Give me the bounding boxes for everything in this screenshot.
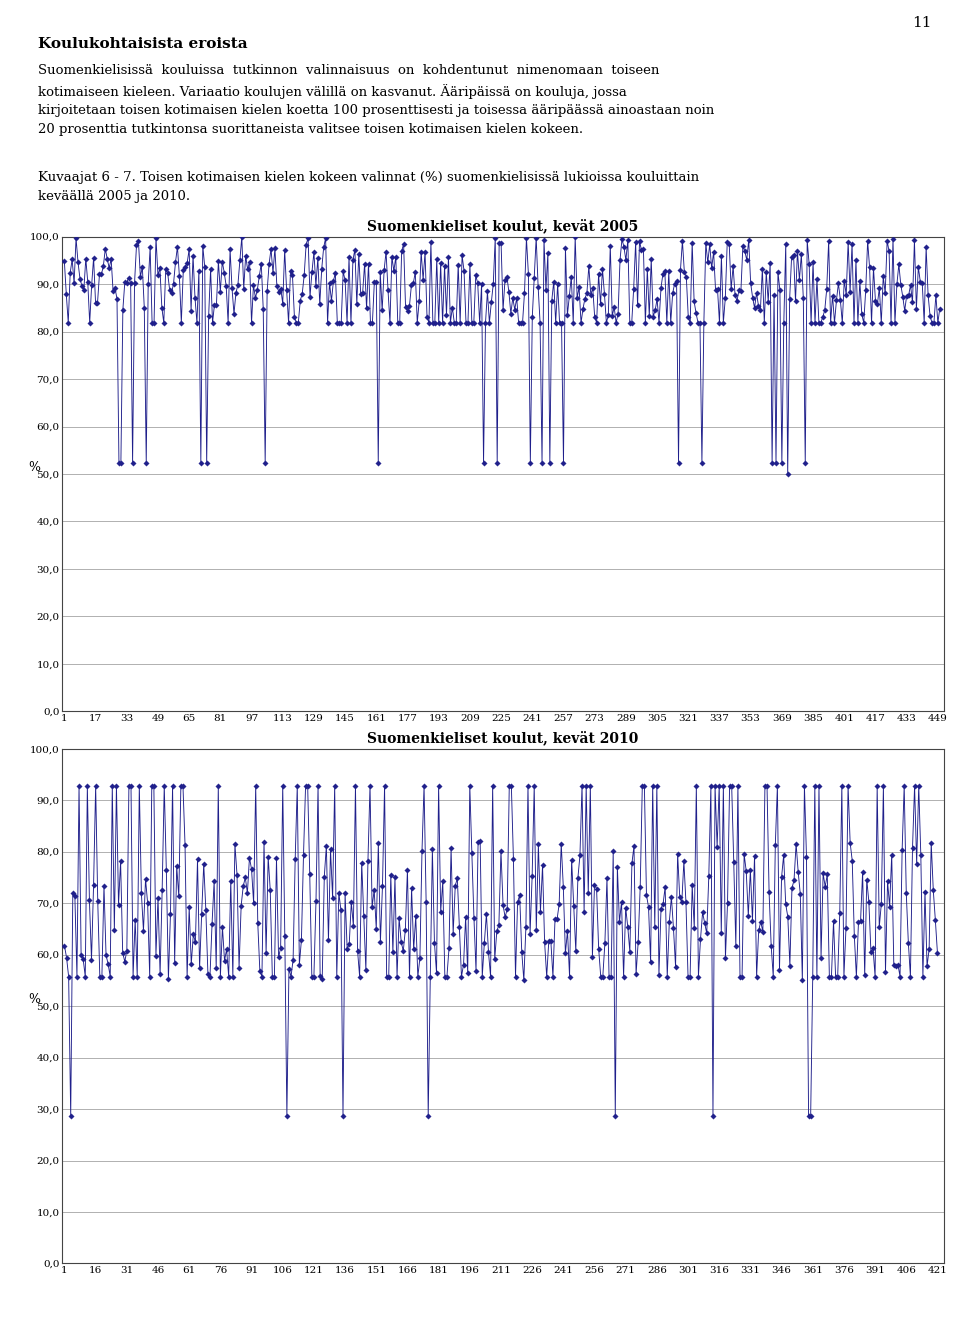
Y-axis label: %: % xyxy=(28,461,40,475)
Title: Suomenkieliset koulut, kevät 2010: Suomenkieliset koulut, kevät 2010 xyxy=(368,730,638,745)
Title: Suomenkieliset koulut, kevät 2005: Suomenkieliset koulut, kevät 2005 xyxy=(368,218,638,233)
Text: Suomenkielisissä  kouluissa  tutkinnon  valinnaisuus  on  kohdentunut  nimenomaa: Suomenkielisissä kouluissa tutkinnon val… xyxy=(38,64,714,136)
Text: Kuvaajat 6 - 7. Toisen kotimaisen kielen kokeen valinnat (%) suomenkielisissä lu: Kuvaajat 6 - 7. Toisen kotimaisen kielen… xyxy=(38,171,700,203)
Text: Koulukohtaisista eroista: Koulukohtaisista eroista xyxy=(38,37,248,51)
Text: 11: 11 xyxy=(912,16,931,29)
Y-axis label: %: % xyxy=(28,993,40,1005)
